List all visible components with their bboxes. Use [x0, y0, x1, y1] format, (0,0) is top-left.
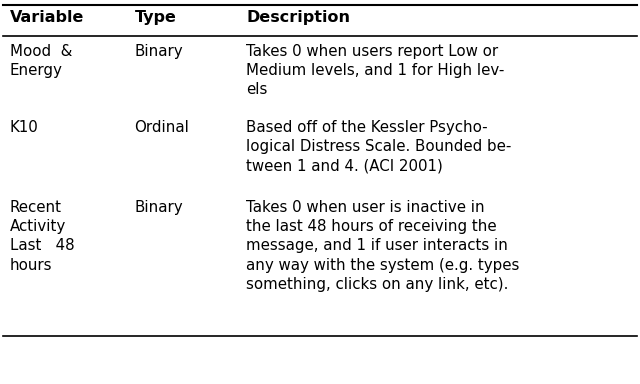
Text: Ordinal: Ordinal [134, 120, 189, 135]
Text: Takes 0 when user is inactive in
the last 48 hours of receiving the
message, and: Takes 0 when user is inactive in the las… [246, 200, 520, 292]
Text: Based off of the Kessler Psycho-
logical Distress Scale. Bounded be-
tween 1 and: Based off of the Kessler Psycho- logical… [246, 120, 512, 174]
Text: Takes 0 when users report Low or
Medium levels, and 1 for High lev-
els: Takes 0 when users report Low or Medium … [246, 44, 505, 98]
Text: Binary: Binary [134, 200, 183, 215]
Text: Description: Description [246, 10, 351, 25]
Text: K10: K10 [10, 120, 38, 135]
Text: Recent
Activity
Last   48
hours: Recent Activity Last 48 hours [10, 200, 74, 273]
Text: Variable: Variable [10, 10, 84, 25]
Text: Type: Type [134, 10, 176, 25]
Text: Mood  &
Energy: Mood & Energy [10, 44, 72, 78]
Text: Binary: Binary [134, 44, 183, 59]
